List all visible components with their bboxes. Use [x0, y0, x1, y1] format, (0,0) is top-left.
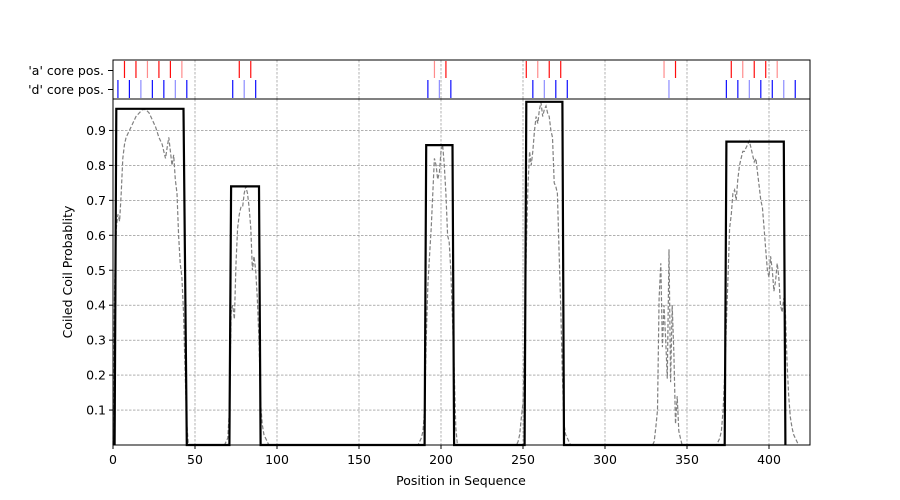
plot-frame: [112, 98, 811, 446]
y-tick-label: 0.1: [86, 403, 106, 418]
x-tick-label: 300: [593, 452, 617, 467]
y-tick-label: 0.6: [86, 228, 106, 243]
x-tick-label: 400: [757, 452, 781, 467]
x-tick-label: 250: [511, 452, 535, 467]
y-axis-label: Coiled Coil Probablity: [60, 205, 75, 338]
x-tick-label: 50: [187, 452, 203, 467]
probability-line: [112, 102, 800, 446]
d-track-label: 'd' core pos.: [28, 82, 104, 97]
y-tick-label: 0.5: [86, 263, 106, 278]
y-tick-label: 0.2: [86, 368, 106, 383]
track-marks: [117, 61, 796, 98]
x-axis-ticks: 0 50 100 150 200 250 300 350 400: [109, 445, 781, 467]
y-tick-label: 0.4: [86, 298, 106, 313]
y-tick-label: 0.8: [86, 158, 106, 173]
y-tick-label: 0.7: [86, 193, 106, 208]
x-tick-label: 0: [109, 452, 117, 467]
a-track-label: 'a' core pos.: [28, 63, 104, 78]
y-tick-label: 0.3: [86, 333, 106, 348]
y-tick-label: 0.9: [86, 123, 106, 138]
y-axis-ticks: 0.1 0.2 0.3 0.4 0.5 0.6 0.7 0.8 0.9: [86, 123, 113, 418]
x-tick-label: 200: [429, 452, 453, 467]
x-tick-label: 150: [347, 452, 371, 467]
x-tick-label: 350: [675, 452, 699, 467]
probability-plot-panel: 0 50 100 150 200 250 300 350 400 0.1 0.2 0.3 0.4 0.5…: [60, 98, 811, 488]
x-tick-label: 100: [265, 452, 289, 467]
x-axis-label: Position in Sequence: [396, 473, 526, 488]
